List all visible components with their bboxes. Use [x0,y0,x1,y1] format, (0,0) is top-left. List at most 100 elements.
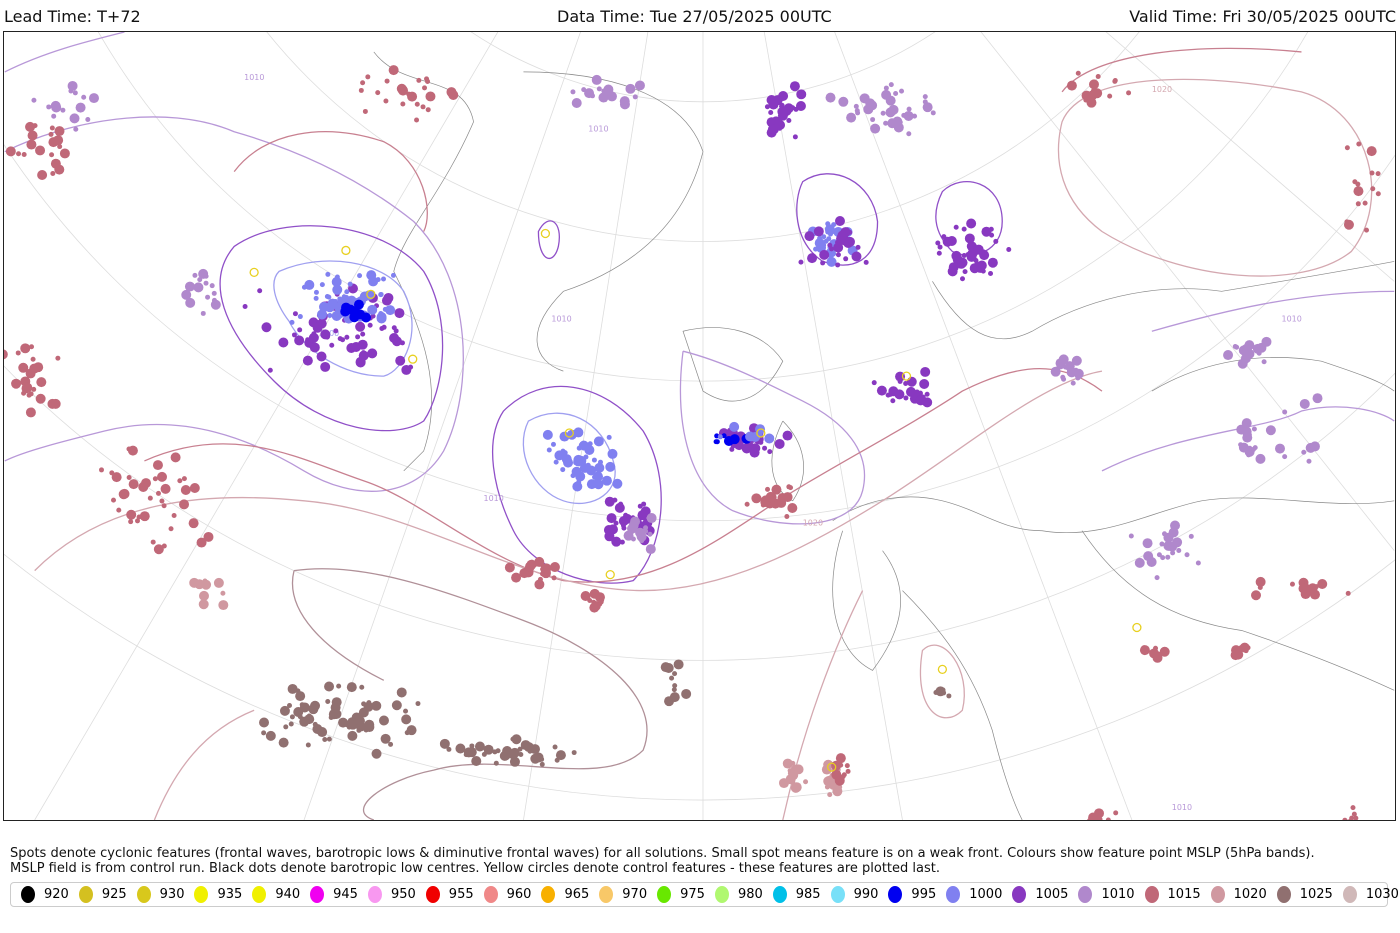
feature-spot-1000 [344,289,350,295]
feature-spot-1000 [612,478,623,489]
feature-spot-1005 [835,252,841,258]
feature-spot-1000 [378,291,384,297]
feature-spot-1015 [1347,819,1351,820]
feature-spot-1015 [1126,90,1132,96]
feature-spot-1025 [509,753,515,759]
feature-spot-1005 [316,351,327,362]
feature-spot-1025 [946,693,952,699]
control-feature-circle [605,569,615,580]
feature-spot-1010 [193,282,204,293]
feature-spot-1005 [951,250,962,261]
feature-spot-1025 [359,684,365,690]
feature-spot-1015 [50,398,61,409]
isobar-1015 [233,131,428,232]
feature-spot-1005 [798,259,804,265]
feature-spot-1015 [587,598,593,604]
feature-spot-1005 [973,244,984,255]
feature-spot-1010 [1058,364,1064,370]
legend-item: 970 [599,886,647,903]
feature-spot-1010 [870,123,881,134]
feature-spot-1000 [390,272,396,278]
feature-spot-1015 [543,572,549,578]
feature-spot-1015 [1066,80,1077,91]
feature-spot-1005 [749,447,760,458]
feature-spot-1000 [319,282,325,288]
legend-item: 925 [78,886,127,903]
feature-spot-1015 [170,452,181,463]
feature-spot-1015 [414,117,420,123]
feature-spot-1015 [116,507,122,513]
feature-spot-1010 [68,88,74,94]
feature-spot-1005 [967,237,973,243]
feature-spot-1010 [922,99,928,105]
caption: Spots denote cyclonic features (frontal … [10,846,1390,876]
legend-swatch [425,886,440,903]
feature-spot-1015 [21,152,27,158]
feature-spot-1000 [729,421,740,432]
feature-spot-1025 [261,730,267,736]
feature-spot-1010 [60,107,66,113]
feature-spot-1015 [1304,584,1310,590]
feature-spot-995 [723,436,734,447]
feature-spot-1010 [632,94,638,100]
feature-spot-1005 [603,525,614,536]
feature-spot-1005 [829,246,835,252]
feature-spot-1010 [899,88,905,94]
feature-spot-1000 [769,434,775,440]
feature-spot-1025 [555,750,566,761]
isobar-1005 [219,225,444,432]
feature-spot-1010 [1066,367,1077,378]
feature-spot-1015 [37,170,48,181]
feature-spot-1005 [777,106,788,117]
feature-spot-1000 [573,427,584,438]
feature-spot-1025 [299,702,310,713]
feature-spot-1010 [1238,442,1244,448]
feature-spot-995 [361,312,372,323]
feature-spot-1025 [474,741,485,752]
isobar-1020 [919,644,965,719]
legend-swatch [946,886,961,903]
legend-item: 985 [772,886,821,903]
feature-spot-1005 [961,252,967,258]
feature-spot-1015 [54,164,65,175]
feature-spot-1005 [834,215,845,226]
feature-spot-1005 [257,288,263,294]
control-feature-circle [366,289,376,299]
lead-time: Lead Time: T+72 [4,7,141,26]
feature-spot-1020 [213,577,224,588]
feature-spot-1025 [669,675,675,681]
legend-label: 1010 [1101,887,1135,902]
feature-spot-1005 [851,251,862,262]
feature-spot-1000 [607,448,618,459]
feature-spot-1005 [355,356,366,367]
legend-swatch [1078,886,1093,903]
feature-spot-1010 [1237,358,1248,369]
feature-spot-1010 [888,104,899,115]
isobar-1010 [4,32,125,73]
feature-spot-1015 [128,519,134,525]
feature-spot-1025 [322,736,328,742]
feature-spot-1015 [744,501,750,507]
feature-spot-1005 [408,364,414,370]
legend-item: 980 [714,886,763,903]
feature-spot-1010 [591,74,602,85]
isobar-1005 [492,385,662,584]
control-feature-circle [408,354,418,364]
feature-spot-1015 [1353,815,1359,820]
feature-spot-1015 [139,511,150,522]
feature-spot-1015 [27,130,38,141]
feature-spot-1005 [905,386,916,397]
feature-spot-1000 [550,441,556,447]
feature-spot-1015 [99,467,104,473]
feature-spot-1010 [1142,538,1153,549]
feature-spot-1010 [1176,547,1182,553]
legend-label: 1000 [969,887,1003,902]
feature-spot-1025 [279,705,290,716]
feature-spot-1010 [1156,552,1162,558]
feature-spot-1015 [150,539,156,545]
feature-spot-1005 [641,501,647,507]
feature-spot-1010 [1146,557,1157,567]
feature-spot-1025 [439,738,450,749]
feature-spot-1005 [993,238,999,244]
legend-item: 920 [21,886,69,903]
